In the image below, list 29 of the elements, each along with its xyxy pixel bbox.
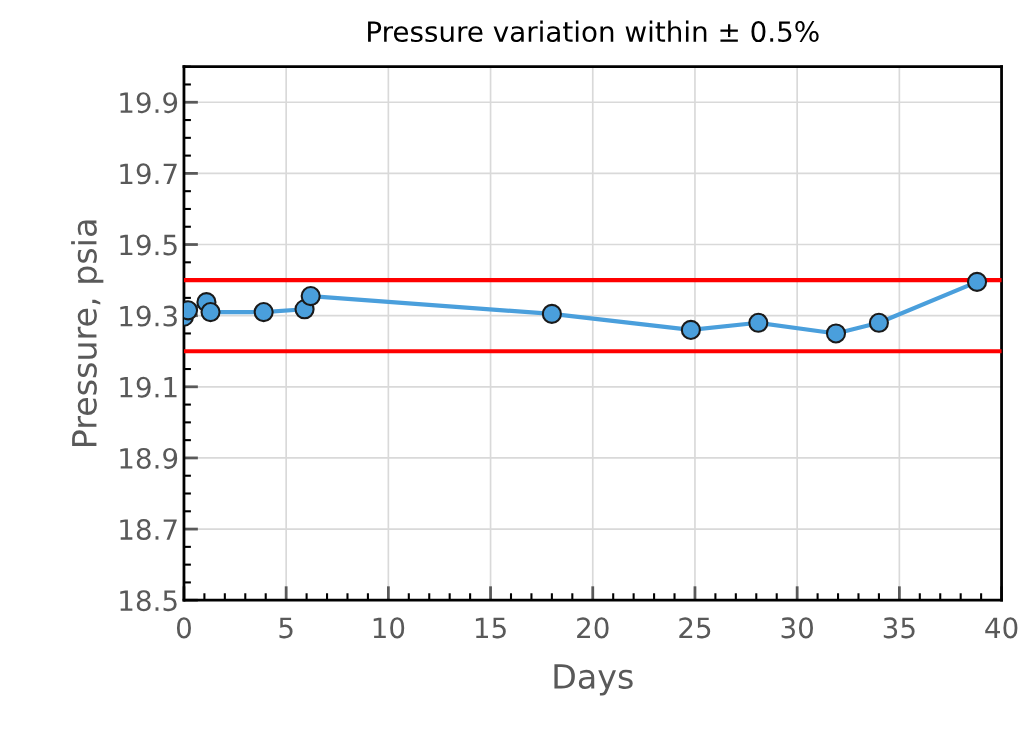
y-tick-label: 18.9: [120, 447, 178, 469]
y-tick-label: 19.5: [120, 234, 177, 256]
x-tick-label: 40: [985, 617, 1018, 639]
point: [200, 302, 221, 323]
x-tick-label: 35: [883, 617, 915, 639]
point: [541, 303, 562, 324]
point: [825, 323, 847, 344]
x-tick-label: 10: [373, 617, 405, 639]
y-tick-label: 18.5: [120, 590, 177, 612]
x-tick-label: 0: [176, 617, 191, 639]
x-tick-label: 5: [279, 617, 293, 639]
y-tick-label: 19.3: [120, 305, 177, 327]
point: [680, 319, 701, 340]
x-axis-title: Days: [554, 664, 633, 696]
y-tick-label: 19.9: [120, 92, 178, 114]
y-tick-label: 19.7: [120, 163, 177, 185]
y-tick-label: 18.7: [120, 519, 177, 541]
point: [253, 302, 274, 323]
point: [300, 286, 321, 307]
x-tick-label: 25: [679, 617, 711, 639]
x-tick-label: 30: [781, 617, 813, 639]
y-tick-label: 19.1: [120, 376, 177, 398]
chart-title: Pressure variation within ± 0.5%: [368, 20, 819, 43]
point: [966, 271, 988, 292]
point: [868, 312, 889, 333]
x-tick-label: 20: [577, 617, 609, 639]
x-tick-label: 15: [475, 617, 506, 639]
y-axis-title: Pressure, psia: [71, 220, 104, 447]
point: [748, 312, 769, 333]
